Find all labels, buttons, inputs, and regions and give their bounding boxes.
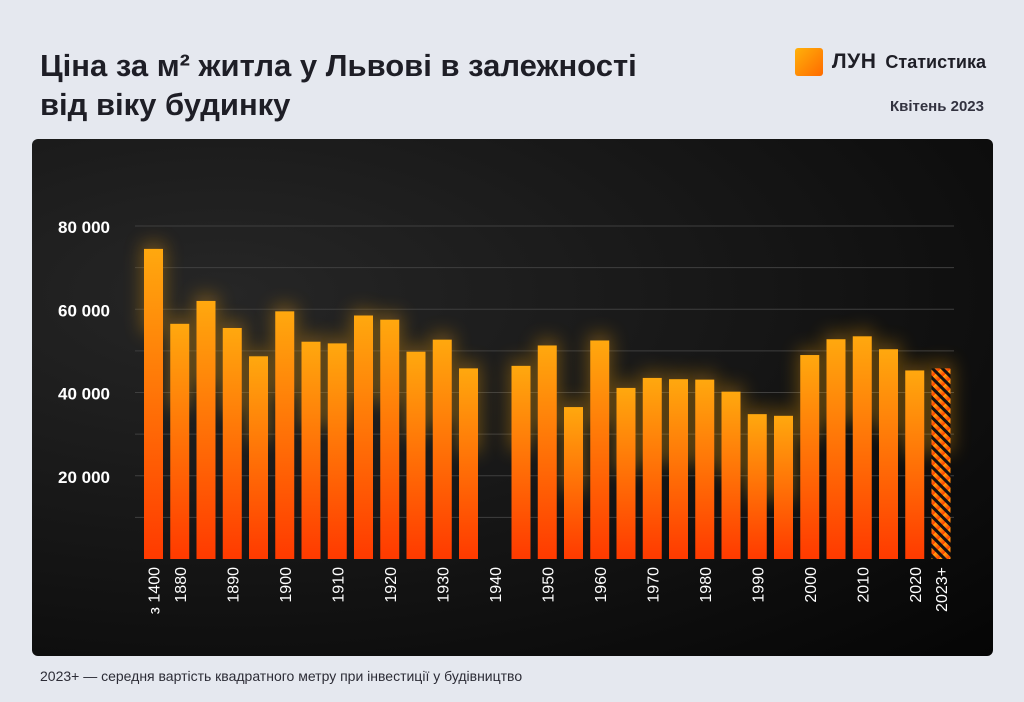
bar — [669, 379, 688, 559]
y-tick-label: 80 000 — [58, 218, 110, 237]
bar — [564, 407, 583, 559]
bar — [249, 356, 268, 559]
x-tick-label: 1890 — [225, 567, 242, 603]
x-tick-label: 1900 — [278, 567, 295, 603]
chart-panel: 20 000 40 000 60 000 80 000 з 1400 1880 1890 1… — [32, 139, 993, 656]
bar — [826, 339, 846, 559]
x-tick-label: 1970 — [645, 567, 662, 603]
x-tick-label: 1930 — [435, 567, 452, 603]
bar — [905, 370, 925, 559]
chart-title-line-1: Ціна за м² житла у Львові в залежності — [40, 48, 637, 83]
bar — [301, 341, 321, 559]
x-tick-label: 2020 — [908, 567, 925, 603]
x-tick-label: 1920 — [383, 567, 400, 603]
bar — [695, 379, 715, 559]
bar — [459, 368, 478, 559]
x-tick-label: 1990 — [750, 567, 767, 603]
x-tick-label: 1910 — [330, 567, 347, 603]
bar — [747, 414, 767, 559]
bar — [222, 327, 242, 559]
bar — [642, 377, 662, 559]
y-tick-label: 60 000 — [58, 301, 110, 320]
bar — [196, 300, 216, 559]
bar — [774, 415, 793, 559]
brand-square-icon — [794, 48, 823, 76]
brand-name: ЛУН — [831, 50, 877, 73]
x-tick-label: 2010 — [855, 567, 872, 603]
bar — [800, 355, 820, 559]
x-tick-label: 2000 — [803, 567, 820, 603]
x-tick-label: 2023+ — [934, 567, 951, 612]
bar — [721, 391, 741, 559]
footnote: 2023+ — середня вартість квадратного мет… — [40, 668, 523, 684]
bar — [406, 351, 426, 559]
chart-title-line-2: від віку будинку — [40, 87, 291, 122]
chart-title: Ціна за м² житла у Львові в залежності в… — [40, 46, 740, 124]
bar — [354, 315, 373, 559]
x-tick-label: 1880 — [173, 567, 190, 603]
bar-chart: 20 000 40 000 60 000 80 000 з 1400 1880 1890 1… — [58, 218, 954, 614]
bar — [537, 345, 557, 559]
bar — [879, 349, 898, 559]
bar — [380, 319, 400, 559]
x-tick-label: 1960 — [593, 567, 610, 603]
bar — [275, 311, 295, 559]
bar — [616, 387, 636, 559]
bar — [511, 365, 531, 559]
y-tick-label: 20 000 — [58, 468, 110, 487]
x-tick-label: 1950 — [540, 567, 557, 603]
bar — [327, 343, 347, 559]
y-tick-label: 40 000 — [58, 385, 110, 404]
bar — [432, 339, 452, 559]
brand-subtitle: Статистика — [885, 51, 986, 72]
bar — [852, 336, 872, 559]
brand-logo: ЛУН Статистика — [794, 48, 986, 76]
x-tick-label: з 1400 — [147, 567, 164, 614]
bar — [590, 340, 610, 559]
bar — [931, 368, 951, 559]
report-date: Квітень 2023 — [889, 98, 984, 115]
x-tick-label: 1980 — [698, 567, 715, 603]
x-tick-label: 1940 — [488, 567, 505, 603]
bar — [144, 248, 163, 560]
bar — [170, 323, 190, 559]
